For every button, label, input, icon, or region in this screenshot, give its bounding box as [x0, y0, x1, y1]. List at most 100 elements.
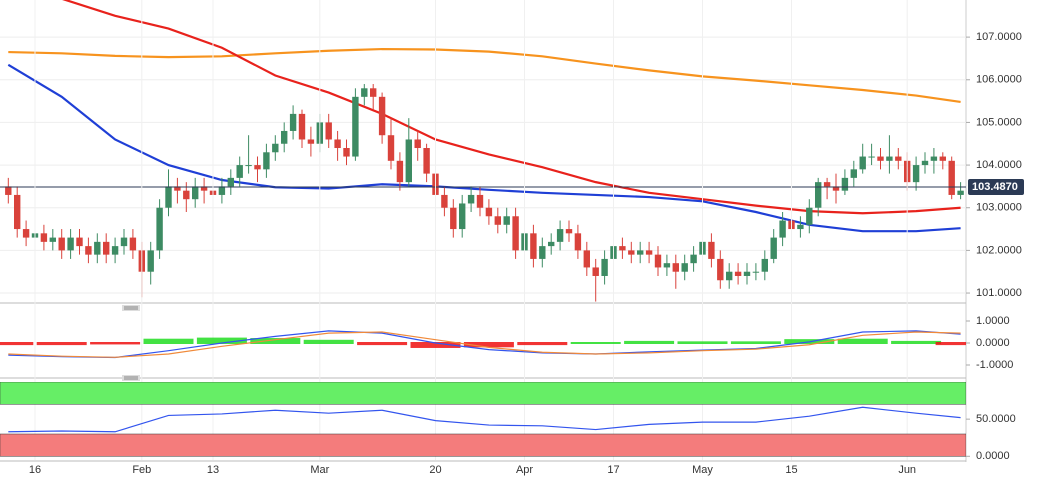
candle-body: [930, 156, 938, 161]
candle-body: [948, 160, 955, 195]
x-tick-label: Feb: [132, 464, 151, 476]
histogram-bar: [837, 338, 888, 344]
x-tick-label: 13: [207, 464, 219, 476]
candle-body: [912, 165, 920, 183]
candle-body: [752, 271, 760, 273]
candle-body: [165, 186, 172, 208]
candle-body: [441, 194, 448, 208]
candle-body: [22, 229, 30, 238]
candle-body: [450, 207, 457, 230]
candle-body: [797, 224, 804, 230]
x-tick-label: Mar: [310, 464, 329, 476]
candle-body: [156, 207, 163, 251]
candle-body: [512, 216, 519, 251]
candle-body: [5, 186, 12, 195]
histogram-bar: [570, 342, 621, 344]
candle-body: [574, 233, 582, 251]
candle-body: [726, 271, 733, 281]
y-tick-label: 106.0000: [976, 74, 1022, 86]
y-tick-label: 50.0000: [976, 413, 1016, 425]
candle-body: [761, 258, 768, 272]
histogram-bar: [935, 342, 966, 346]
candle-body: [103, 241, 110, 255]
histogram-bar: [624, 340, 675, 344]
candle-body: [218, 186, 226, 195]
candle-body: [40, 233, 48, 242]
candle-body: [743, 271, 751, 276]
candle-body: [58, 237, 65, 251]
candle-body: [147, 250, 154, 272]
candle-body: [503, 216, 510, 225]
y-tick-label: 105.0000: [976, 116, 1022, 128]
candle-body: [183, 190, 190, 200]
y-tick-label: 0.0000: [976, 337, 1010, 349]
candle-body: [583, 250, 590, 268]
candle-body: [877, 156, 884, 161]
candle-body: [672, 263, 679, 272]
candle-body: [396, 160, 404, 183]
candle-body: [129, 237, 137, 251]
histogram-bar: [517, 342, 568, 346]
histogram-bar: [90, 342, 141, 345]
candle-body: [637, 250, 644, 255]
histogram-bar: [0, 342, 34, 346]
x-tick-label: 15: [785, 464, 797, 476]
candle-body: [76, 237, 83, 247]
candle-body: [361, 88, 368, 97]
candle-body: [192, 186, 199, 200]
candle-body: [654, 254, 662, 268]
indicator-line: [8, 47, 961, 104]
histogram-bar: [463, 342, 514, 348]
candle-body: [806, 207, 813, 225]
candle-body: [556, 229, 564, 242]
candle-body: [850, 169, 857, 178]
candle-body: [414, 139, 421, 149]
candle-body: [459, 203, 466, 230]
x-tick-label: Apr: [516, 464, 533, 476]
candle-body: [14, 194, 21, 230]
candle-body: [823, 182, 831, 187]
rsi-band: [0, 382, 966, 405]
candle-body: [663, 263, 671, 268]
candle-body: [245, 165, 252, 167]
candle-body: [770, 237, 777, 259]
panel: [0, 0, 966, 302]
candle-body: [619, 246, 626, 251]
histogram-bar: [36, 342, 87, 346]
candle-body: [387, 135, 395, 161]
candle-body: [628, 250, 635, 255]
candle-body: [779, 220, 786, 238]
candle-body: [939, 156, 946, 161]
x-tick-label: 20: [429, 464, 441, 476]
candle-body: [921, 160, 929, 166]
candle-body: [601, 258, 608, 276]
resize-handle[interactable]: [122, 305, 140, 311]
candle-body: [485, 207, 493, 217]
y-tick-label: 1.0000: [976, 315, 1010, 327]
price-label-box: [968, 178, 1024, 195]
candle-body: [530, 233, 537, 259]
candle-body: [681, 263, 688, 272]
y-tick-label: -1.0000: [976, 359, 1013, 371]
y-tick-label: 107.0000: [976, 31, 1022, 43]
candle-body: [957, 190, 964, 195]
candle-body: [85, 246, 92, 255]
candle-body: [841, 177, 849, 191]
candle-body: [494, 216, 501, 225]
candle-body: [708, 241, 715, 259]
candle-body: [200, 186, 208, 191]
y-tick-label: 0.0000: [976, 450, 1010, 462]
candle-body: [325, 122, 332, 140]
y-tick-label: 102.0000: [976, 244, 1022, 256]
candle-body: [289, 113, 297, 131]
panel: [0, 382, 966, 457]
candle-body: [832, 186, 840, 191]
histogram-bar: [677, 341, 728, 344]
resize-handle[interactable]: [122, 375, 140, 381]
candle-body: [263, 152, 270, 170]
candle-body: [370, 88, 377, 97]
candle-body: [67, 237, 74, 251]
candle-body: [378, 96, 386, 136]
